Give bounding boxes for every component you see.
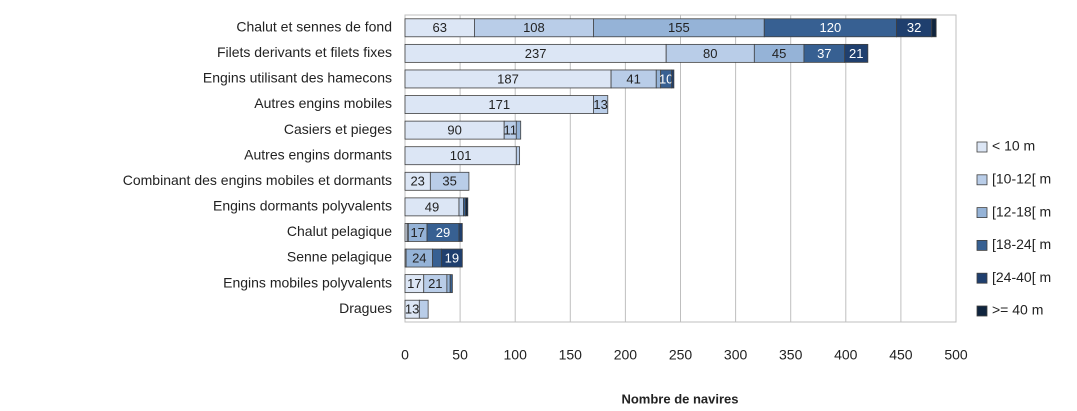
x-tick-label: 250: [669, 347, 693, 363]
data-label: 19: [445, 250, 459, 265]
bar-segment: [593, 95, 609, 114]
y-tick-label: Chalut pelagique: [287, 223, 392, 239]
bar-segment: [844, 43, 869, 63]
legend-swatch: [976, 207, 988, 219]
data-label: 63: [432, 20, 446, 35]
data-label: 21: [428, 276, 442, 291]
data-label: 237: [525, 46, 547, 61]
data-label: 49: [425, 199, 439, 214]
y-tick-label: Engins dormants polyvalents: [213, 198, 392, 214]
bar-segment: [418, 299, 429, 319]
y-tick-label: Engins mobiles polyvalents: [223, 274, 392, 290]
data-label: 13: [405, 302, 419, 317]
legend-swatch: [976, 272, 988, 284]
data-label: 13: [593, 97, 607, 112]
legend-swatch: [976, 141, 988, 153]
legend-swatch: [976, 174, 988, 186]
data-label: 187: [497, 71, 519, 86]
legend-swatch: [976, 305, 988, 317]
data-label: 120: [820, 20, 842, 35]
x-tick-label: 400: [834, 347, 858, 363]
data-label: 29: [436, 225, 450, 240]
x-tick-label: 100: [504, 347, 528, 363]
bar-segment: [671, 69, 675, 89]
data-label: 21: [849, 46, 863, 61]
x-tick-label: 150: [559, 347, 583, 363]
bar-segment: [458, 223, 463, 242]
bar-segment: [440, 248, 463, 268]
bar-segment: [515, 146, 521, 166]
bar-segment: [449, 274, 453, 294]
data-label: 101: [450, 148, 472, 163]
legend-label: [10-12[ m: [992, 171, 1051, 187]
x-tick-label: 300: [724, 347, 748, 363]
legend-label: >= 40 m: [992, 302, 1043, 318]
x-tick-label: 350: [779, 347, 803, 363]
bar-segment: [465, 197, 469, 217]
data-label: 108: [523, 20, 545, 35]
data-label: 171: [488, 97, 510, 112]
bar-segment: [931, 18, 937, 38]
y-tick-label: Combinant des engins mobiles et dormants: [123, 172, 392, 188]
x-tick-label: 0: [401, 347, 409, 363]
legend-label: < 10 m: [992, 138, 1035, 154]
data-label: 17: [407, 276, 421, 291]
bar-segment: [429, 171, 470, 191]
x-axis-title: Nombre de navires: [621, 391, 738, 406]
data-label: 41: [626, 71, 640, 86]
data-label: 17: [410, 225, 424, 240]
data-label: 11: [503, 123, 517, 138]
data-label: 45: [772, 46, 786, 61]
y-tick-label: Chalut et sennes de fond: [236, 18, 392, 34]
bar-segment: [458, 197, 464, 217]
data-label: 37: [817, 46, 831, 61]
x-tick-label: 200: [614, 347, 638, 363]
y-tick-label: Engins utilisant des hamecons: [203, 70, 392, 86]
bar-segment: [515, 120, 522, 140]
data-label: 24: [412, 250, 426, 265]
bar-segment: [446, 274, 451, 294]
y-tick-label: Filets derivants et filets fixes: [217, 44, 392, 60]
data-label: 35: [442, 174, 456, 189]
x-tick-label: 500: [944, 347, 968, 363]
data-label: 80: [703, 46, 717, 61]
data-label: 32: [907, 20, 921, 35]
y-tick-label: Dragues: [339, 300, 392, 316]
legend-label: [12-18[ m: [992, 203, 1051, 219]
data-label: 23: [410, 174, 424, 189]
y-tick-label: Autres engins dormants: [244, 146, 392, 162]
x-tick-label: 50: [452, 347, 468, 363]
legend-label: [18-24[ m: [992, 236, 1051, 252]
y-tick-label: Autres engins mobiles: [254, 95, 392, 111]
legend-label: [24-40[ m: [992, 269, 1051, 285]
x-tick-label: 450: [889, 347, 913, 363]
y-tick-label: Senne pelagique: [287, 249, 392, 265]
legend-swatch: [976, 239, 988, 251]
data-label: 90: [447, 123, 461, 138]
bar-segment: [432, 248, 442, 268]
data-label: 10: [659, 71, 673, 86]
y-tick-label: Casiers et pieges: [284, 121, 392, 137]
data-label: 155: [668, 20, 690, 35]
